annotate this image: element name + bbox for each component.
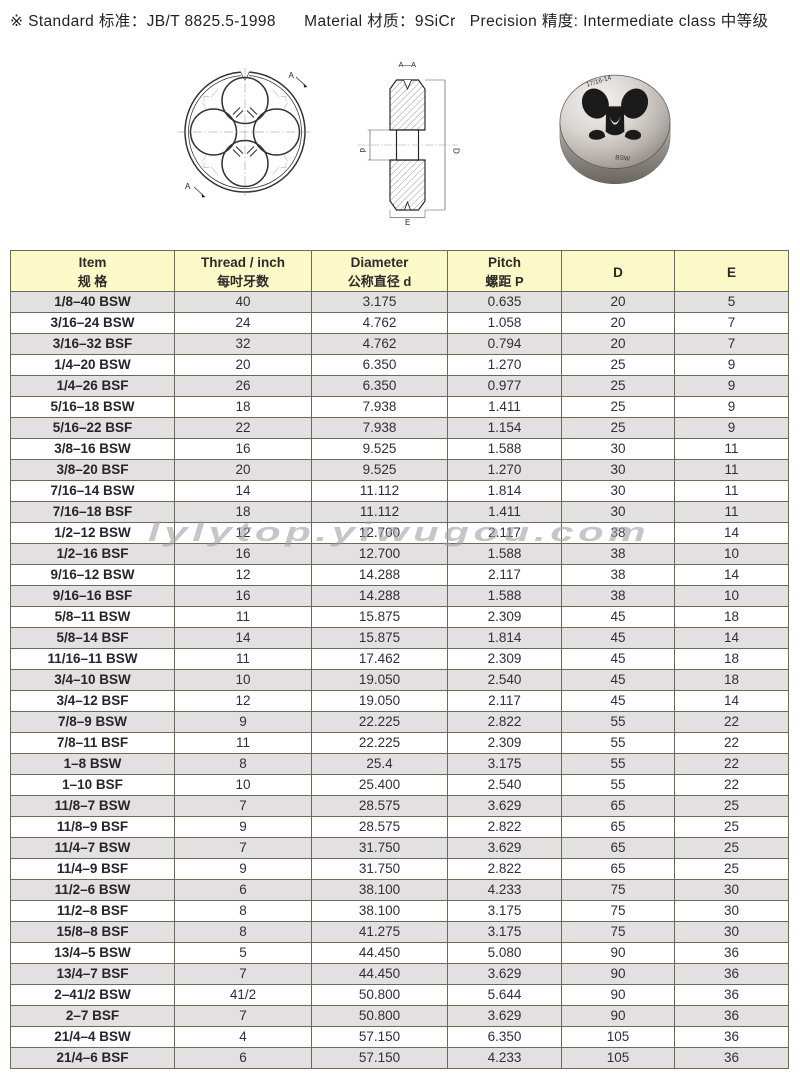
svg-text:E: E [405,218,410,225]
svg-text:d: d [358,148,367,152]
svg-text:A—A: A—A [399,60,417,69]
svg-text:A: A [289,71,295,80]
svg-text:D: D [452,148,461,154]
svg-text:A: A [185,182,191,191]
